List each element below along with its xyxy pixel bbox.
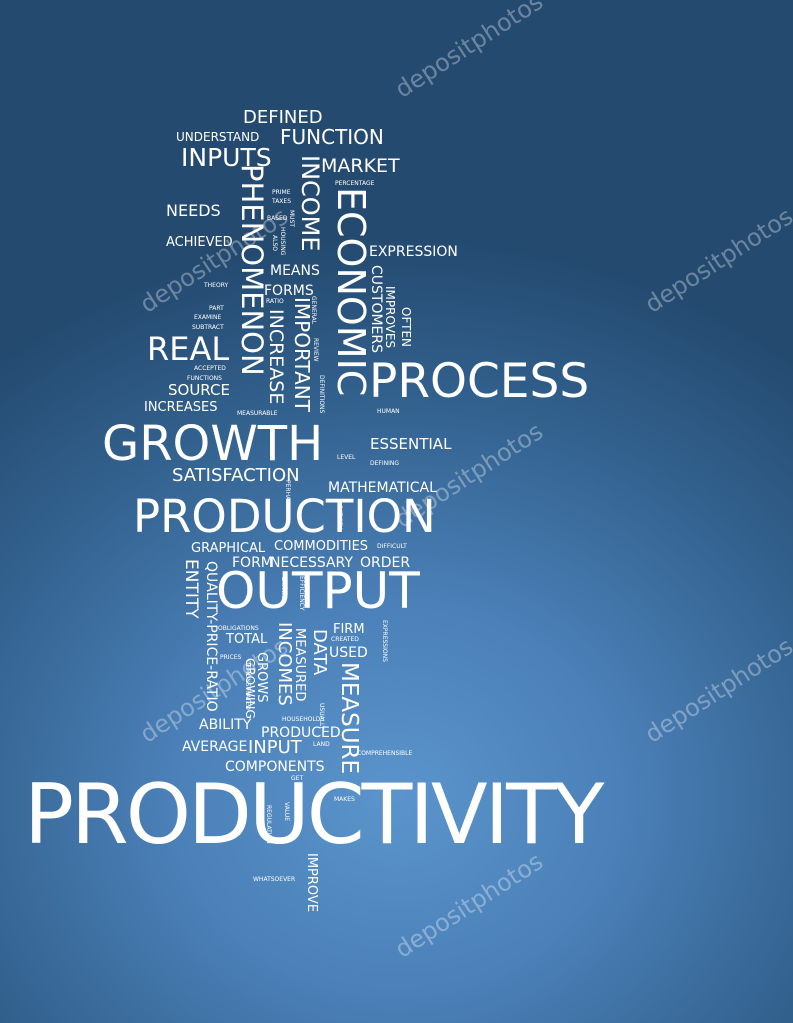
- word-quality-price-ratio: QUALITY-PRICE-RATIO: [203, 561, 219, 712]
- word-incomes: INCOMES: [274, 622, 295, 706]
- watermark: depositphotos: [390, 847, 549, 964]
- word-often: OFTEN: [399, 307, 413, 348]
- word-achieved: ACHIEVED: [166, 235, 233, 250]
- word-measurable: MEASURABLE: [237, 410, 278, 417]
- word-expression: EXPRESSION: [369, 244, 458, 260]
- word-perhaps: PERHAPS: [284, 480, 291, 508]
- word-important: IMPORTANT: [290, 297, 314, 412]
- word-theory: THEORY: [204, 282, 229, 289]
- word-efficiency: EFFICIENCY: [298, 576, 305, 611]
- word-must: MUST: [288, 210, 295, 228]
- word-graphical: GRAPHICAL: [191, 541, 266, 556]
- watermark: depositphotos: [640, 632, 793, 749]
- watermark: depositphotos: [640, 202, 793, 319]
- word-phenomenon: PHENOMENON: [235, 164, 269, 376]
- word-increase: INCREASE: [265, 309, 287, 405]
- word-growth: GROWTH: [102, 416, 324, 472]
- word-used: USED: [329, 645, 368, 661]
- word-data: DATA: [309, 629, 330, 676]
- word-percentage: PERCENTAGE: [335, 180, 375, 187]
- word-commodities: COMMODITIES: [274, 539, 369, 554]
- word-measure: MEASURE: [336, 662, 362, 775]
- word-needs: NEEDS: [166, 201, 221, 220]
- word-review: REVIEW: [312, 338, 319, 362]
- word-source: SOURCE: [168, 381, 230, 399]
- word-usually: USUALLY: [318, 703, 325, 730]
- word-understand: UNDERSTAND: [176, 130, 260, 144]
- word-ability: ABILITY: [199, 717, 252, 733]
- word-essential: ESSENTIAL: [370, 435, 452, 453]
- word-households: HOUSEHOLDS: [282, 716, 325, 723]
- word-firm: FIRM: [333, 622, 365, 637]
- word-function: FUNCTION: [280, 125, 384, 149]
- word-market: MARKET: [321, 155, 400, 177]
- word-definitions: DEFINITIONS: [318, 375, 325, 414]
- word-difficult: DIFFICULT: [377, 543, 407, 550]
- word-inputs: INPUTS: [181, 143, 272, 172]
- word-process: PROCESS: [369, 354, 590, 409]
- word-human: HUMAN: [377, 408, 400, 415]
- word-customers: CUSTOMERS: [368, 265, 384, 354]
- word-improve: IMPROVE: [304, 853, 319, 913]
- word-functions: FUNCTIONS: [187, 375, 222, 382]
- word-makes: MAKES: [334, 796, 355, 803]
- word-average: AVERAGE: [182, 739, 248, 755]
- word-necessary: NECESSARY: [270, 555, 353, 571]
- word-housing: HOUSING: [279, 227, 286, 256]
- word-improves: IMPROVES: [383, 286, 397, 349]
- word-regulation: REGULATION: [265, 805, 272, 844]
- word-examine: EXAMINE: [194, 314, 222, 321]
- word-real: REAL: [147, 330, 230, 368]
- word-accepted: ACCEPTED: [194, 365, 226, 372]
- word-prime: PRIME: [272, 189, 291, 196]
- word-output: OUTPUT: [216, 562, 420, 620]
- word-input: INPUT: [248, 737, 302, 758]
- word-defined: DEFINED: [243, 107, 323, 128]
- word-get: GET: [291, 775, 304, 782]
- word-means: MEANS: [270, 263, 320, 279]
- word-forms: FORMS: [264, 283, 314, 299]
- word-satisfy: SATISFY: [336, 505, 343, 529]
- word-comprehensible: COMPREHENSIBLE: [357, 750, 413, 757]
- word-demonstrated: DEMONSTRATED: [244, 660, 251, 710]
- word-produced: PRODUCED: [261, 725, 341, 741]
- word-order: ORDER: [360, 555, 411, 571]
- word-mathematical: MATHEMATICAL: [328, 480, 437, 496]
- watermark: depositphotos: [390, 0, 549, 104]
- word-based: BASED: [267, 215, 288, 222]
- word-defining: DEFINING: [370, 460, 400, 467]
- word-prices: PRICES: [220, 654, 242, 661]
- word-components: COMPONENTS: [225, 759, 325, 775]
- word-also: ALSO: [271, 235, 278, 251]
- word-satisfaction: SATISFACTION: [172, 465, 300, 486]
- word-obligations: OBLIGATIONS: [218, 625, 259, 632]
- word-expressions: EXPRESSIONS: [381, 620, 388, 662]
- word-value: VALUE: [283, 802, 290, 822]
- word-entity: ENTITY: [181, 559, 201, 619]
- word-economic: ECONOMIC: [329, 187, 373, 397]
- word-income: INCOME: [296, 155, 324, 252]
- word-part: PART: [209, 305, 224, 312]
- word-level: LEVEL: [337, 454, 356, 461]
- word-ratio: RATIO: [266, 298, 284, 305]
- word-form: FORM: [232, 555, 273, 571]
- word-total: TOTAL: [226, 632, 268, 647]
- word-land: LAND: [313, 741, 330, 748]
- word-productivity: PRODUCTIVITY: [24, 766, 605, 863]
- word-measured: MEASURED: [292, 628, 307, 702]
- word-subtract: SUBTRACT: [192, 324, 224, 331]
- word-increases: INCREASES: [144, 400, 218, 415]
- word-taxes: TAXES: [272, 198, 292, 205]
- word-general: GENERAL: [310, 296, 317, 325]
- word-production: PRODUCTION: [133, 490, 436, 543]
- word-created: CREATED: [331, 636, 359, 643]
- word-whatsoever: WHATSOEVER: [253, 876, 296, 883]
- word-capital: CAPITAL: [280, 576, 287, 601]
